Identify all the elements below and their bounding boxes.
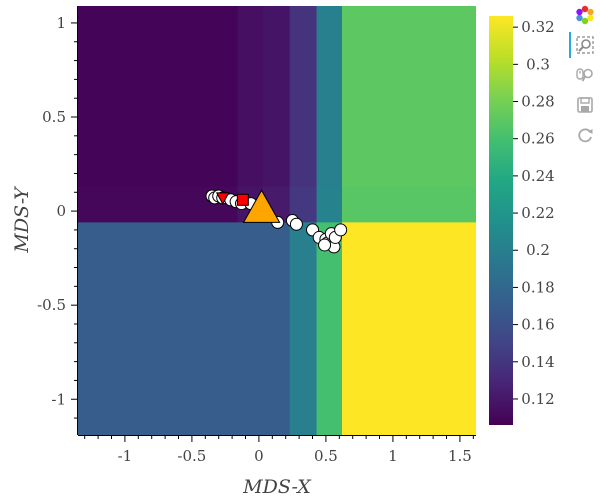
colorbar-tick-label: 0.28 — [521, 93, 554, 111]
heatmap-cell — [316, 6, 343, 188]
scatter-point — [318, 238, 332, 252]
heatmap-cell — [341, 6, 476, 188]
y-tick-label: -0.5 — [37, 296, 66, 314]
bokeh-logo-icon[interactable] — [574, 4, 596, 26]
colorbar-tick-label: 0.12 — [521, 390, 554, 408]
heatmap-cell — [78, 222, 291, 435]
colorbar-tick-label: 0.18 — [521, 278, 554, 296]
colorbar-tick-label: 0.26 — [521, 130, 554, 148]
y-tick-label: 1 — [56, 14, 66, 32]
colorbar-tick-label: 0.2 — [526, 241, 550, 259]
y-tick-label: -1 — [51, 390, 66, 408]
heatmap-cell — [289, 6, 318, 188]
colorbar-ticks: 0.12 0.14 0.16 0.18 0.2 0.22 0.24 0.26 0.28 0.3 0.… — [513, 18, 555, 408]
reset-icon[interactable] — [574, 124, 596, 146]
heatmap-cell — [237, 6, 264, 188]
colorbar-tick-label: 0.3 — [526, 55, 550, 73]
heatmap-cell — [316, 222, 343, 435]
scatter-point — [334, 223, 348, 237]
x-tick-label: 0 — [254, 447, 264, 465]
colorbar-tick-label: 0.32 — [521, 18, 554, 36]
x-tick-label: -1 — [118, 447, 133, 465]
colorbar-tick-label: 0.24 — [521, 167, 554, 185]
active-tool-indicator — [569, 32, 571, 58]
colorbar-tick-label: 0.16 — [521, 316, 554, 334]
heatmap-cell — [78, 6, 239, 188]
scatter-points — [205, 189, 348, 254]
y-tick-label: 0 — [56, 202, 66, 220]
y-tick-label: 0.5 — [42, 108, 66, 126]
heatmap-cell — [341, 186, 476, 223]
x-tick-label: 0.5 — [314, 447, 338, 465]
wheel-zoom-icon[interactable] — [574, 64, 596, 86]
x-axis: -1 -0.5 0 0.5 1 1.5 — [78, 435, 476, 465]
save-icon[interactable] — [574, 94, 596, 116]
colorbar: 0.12 0.14 0.16 0.18 0.2 0.22 0.24 0.26 0.28 0.3 0.… — [489, 16, 555, 425]
x-tick-label: -0.5 — [177, 447, 206, 465]
heatmap-cell — [262, 6, 291, 188]
scatter-point — [289, 217, 303, 231]
x-axis-title: MDS-X — [242, 476, 312, 498]
colorbar-tick-label: 0.14 — [521, 353, 554, 371]
colorbar-gradient — [489, 16, 513, 425]
heatmap-cell — [289, 222, 318, 435]
heatmap-cell — [316, 186, 343, 223]
toolbar — [568, 2, 600, 162]
inverted-triangle-marker — [215, 192, 230, 205]
heatmap-cell — [341, 222, 476, 435]
triangle-marker — [242, 189, 281, 223]
x-tick-label: 1 — [388, 447, 398, 465]
x-tick-label: 1.5 — [448, 447, 472, 465]
square-marker — [236, 193, 249, 206]
y-axis-title: MDS-Y — [11, 185, 33, 254]
colorbar-tick-label: 0.22 — [521, 204, 554, 222]
y-axis: -1 -0.5 0 0.5 1 — [37, 6, 78, 435]
box-zoom-icon[interactable] — [569, 32, 596, 58]
